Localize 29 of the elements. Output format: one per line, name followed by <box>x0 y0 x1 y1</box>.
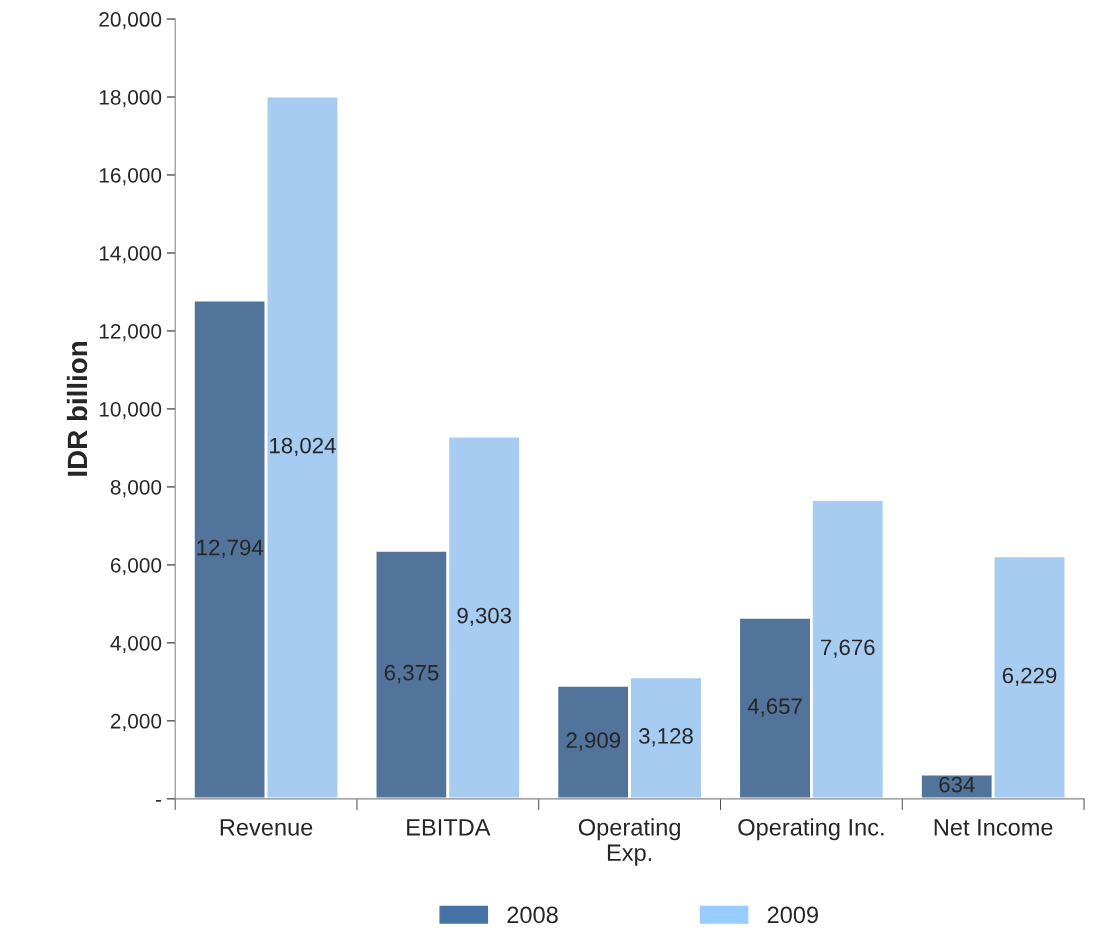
y-tick-label: 2,000 <box>110 713 162 732</box>
data-label: 6,375 <box>384 664 439 684</box>
y-tick-label: - <box>155 800 162 802</box>
x-tick-label: Net Income <box>934 819 1053 836</box>
data-label: 2,909 <box>566 732 621 751</box>
y-tick-label: 12,000 <box>99 323 162 342</box>
data-label: 9,303 <box>457 607 512 627</box>
data-label: 6,229 <box>1002 667 1057 686</box>
y-tick-label: 10,000 <box>99 401 162 420</box>
data-label: 18,024 <box>270 437 336 457</box>
y-tick-label: 18,000 <box>99 90 162 108</box>
data-label: 7,676 <box>821 639 875 658</box>
y-tick-label: 8,000 <box>110 479 162 498</box>
y-tick-label: 4,000 <box>110 635 162 654</box>
y-tick-label: 16,000 <box>99 167 162 186</box>
x-tick-label: Operating Exp. <box>578 818 680 866</box>
y-axis-title: IDR billion <box>66 341 88 476</box>
y-tick-label: 6,000 <box>110 557 162 576</box>
legend-label: 2009 <box>767 906 818 924</box>
data-label: 634 <box>939 776 975 793</box>
y-tick-label: 20,000 <box>99 12 162 30</box>
x-tick-label: Operating Inc. <box>738 818 884 841</box>
data-label: 12,794 <box>197 539 264 558</box>
legend-label: 2008 <box>507 906 558 924</box>
y-tick-label: 14,000 <box>99 245 162 264</box>
data-label: 4,657 <box>747 698 802 717</box>
data-label: 3,128 <box>639 728 693 747</box>
x-tick-label: Revenue <box>220 819 313 836</box>
x-tick-label: EBITDA <box>407 819 491 836</box>
